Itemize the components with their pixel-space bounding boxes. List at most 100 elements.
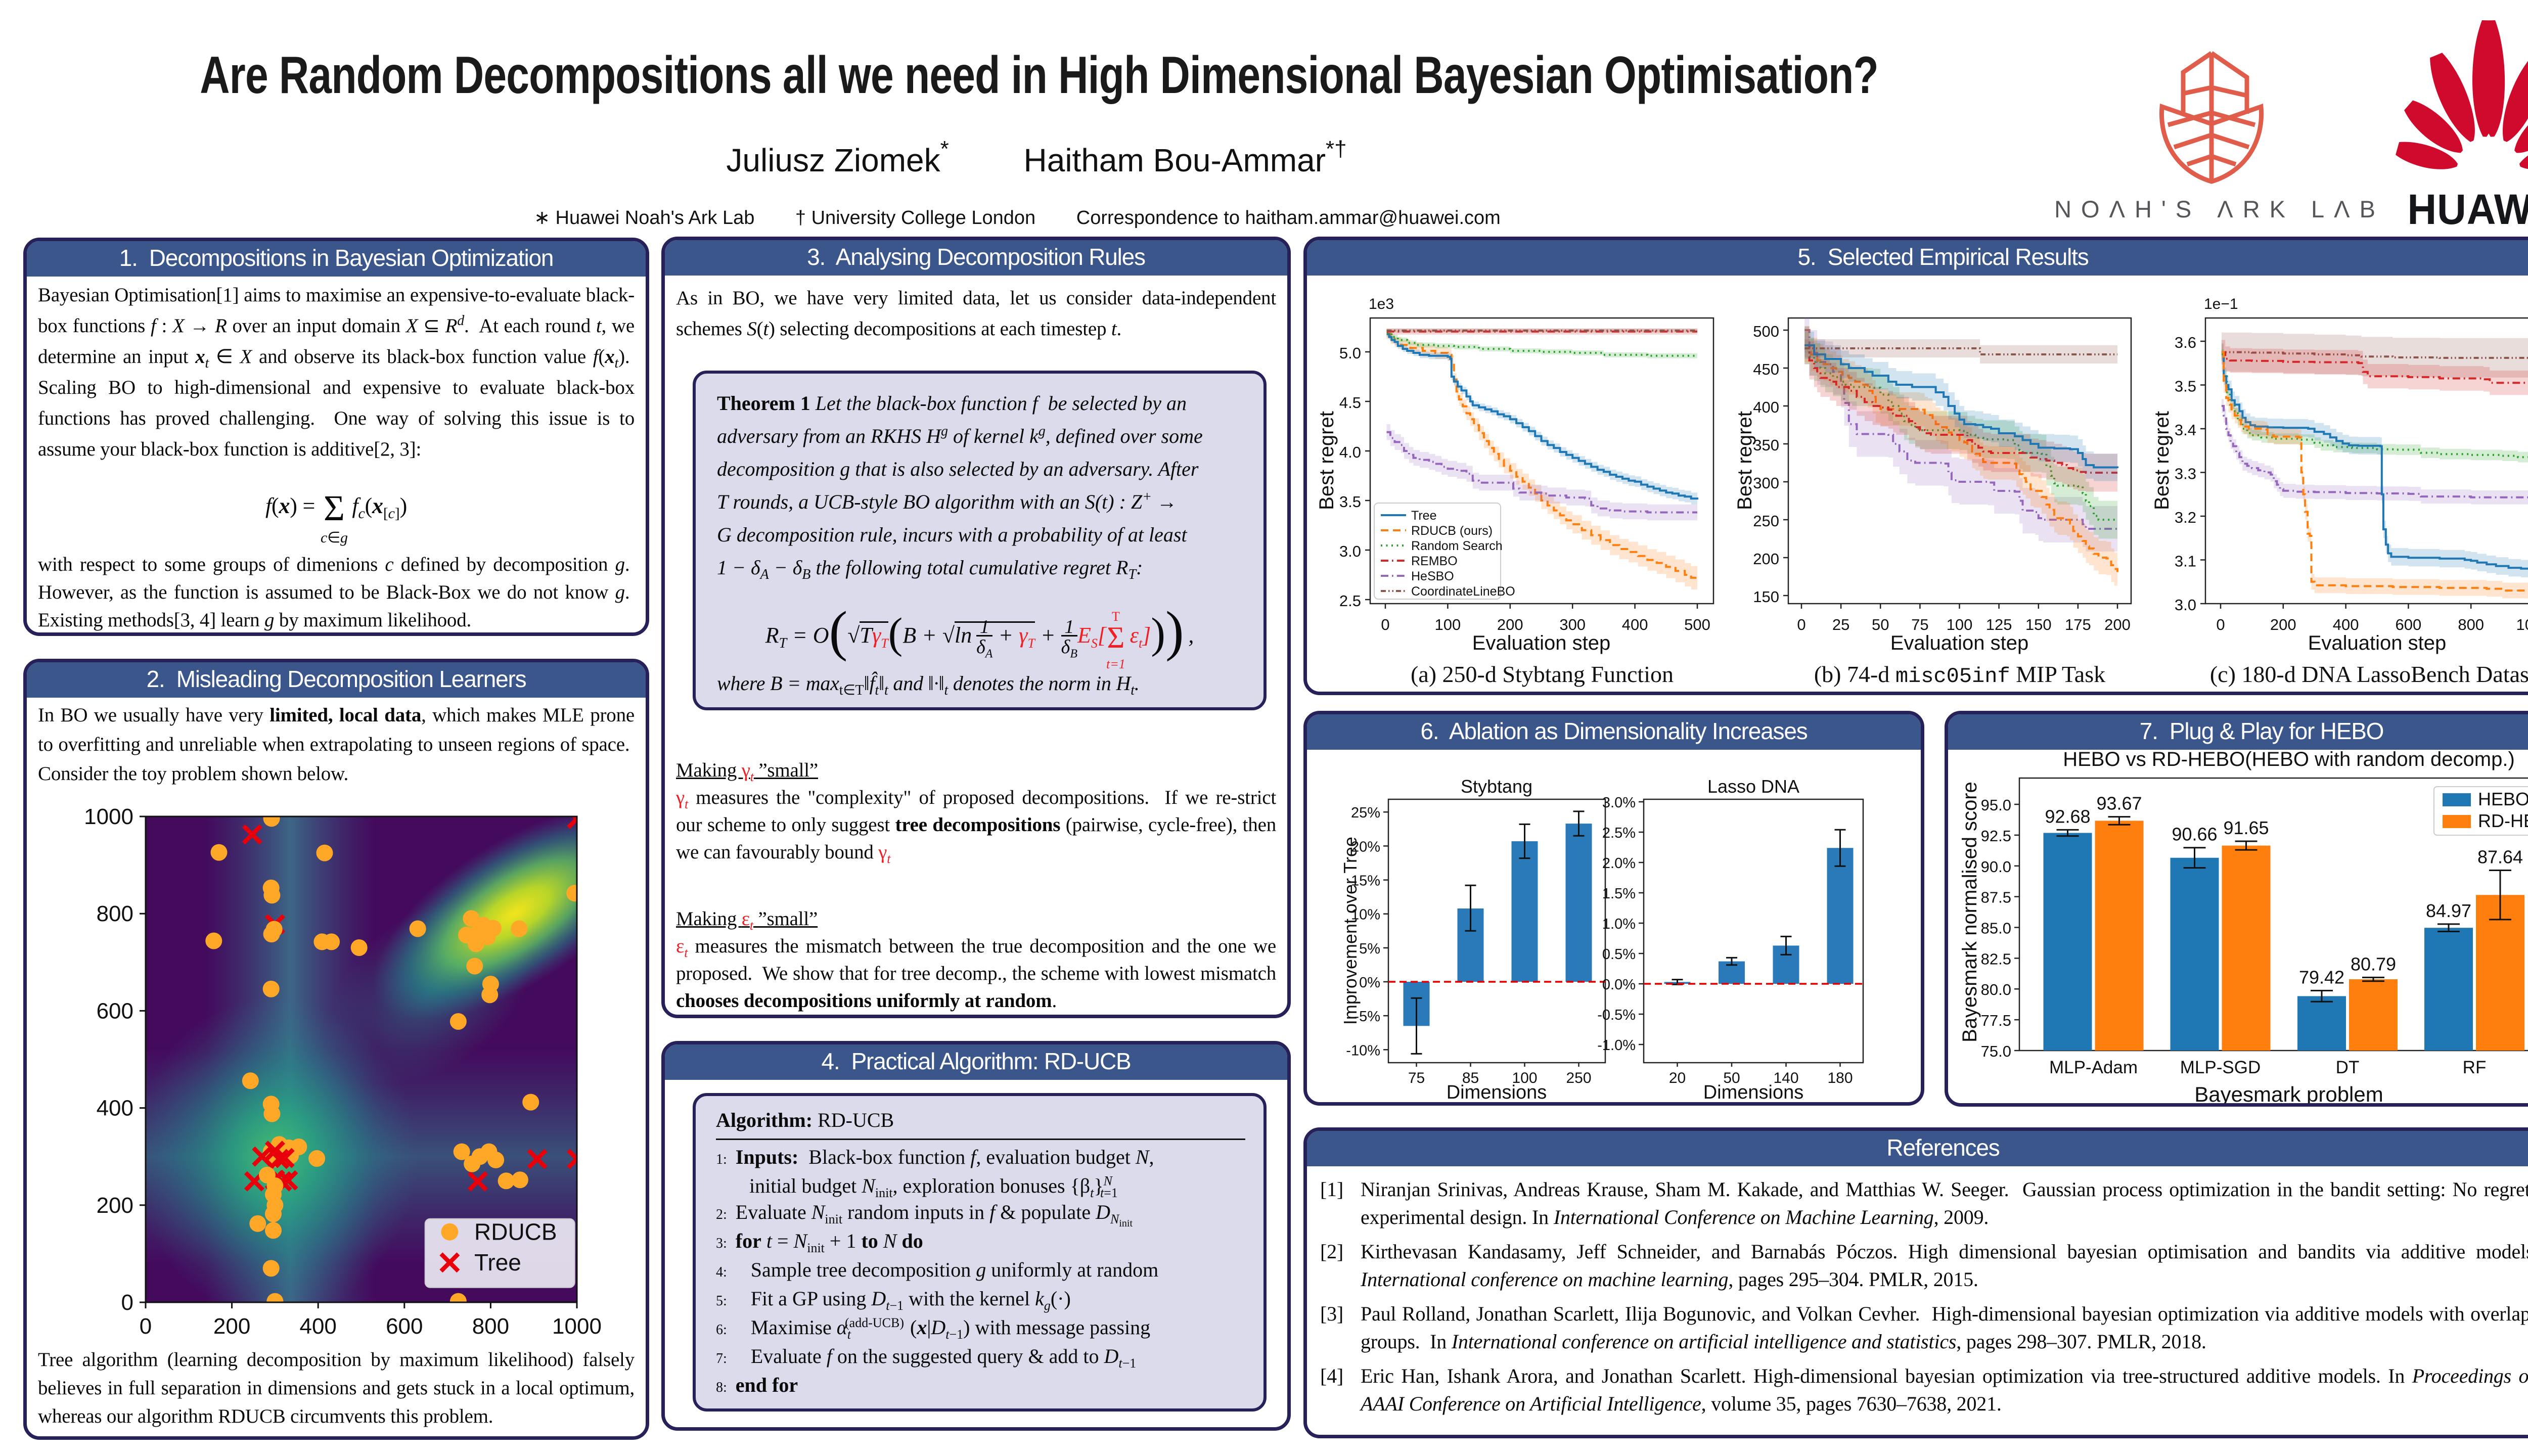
- svg-text:92.5: 92.5: [1981, 827, 2011, 845]
- svg-text:2.5%: 2.5%: [1602, 825, 1636, 841]
- svg-text:85: 85: [1462, 1070, 1479, 1086]
- svg-text:400: 400: [1622, 616, 1648, 633]
- svg-text:RF: RF: [2463, 1058, 2487, 1077]
- svg-text:200: 200: [2104, 616, 2131, 633]
- svg-text:20%: 20%: [1351, 839, 1380, 855]
- svg-text:80.0: 80.0: [1981, 981, 2011, 998]
- svg-text:20: 20: [1669, 1070, 1686, 1086]
- svg-text:Tree: Tree: [474, 1249, 521, 1276]
- svg-text:1000: 1000: [84, 804, 133, 829]
- svg-text:0: 0: [2216, 616, 2225, 633]
- svg-text:-10%: -10%: [1346, 1042, 1380, 1059]
- svg-text:180: 180: [1827, 1070, 1853, 1086]
- svg-text:Best regret: Best regret: [1316, 411, 1338, 510]
- svg-text:75.0: 75.0: [1981, 1042, 2011, 1060]
- svg-text:0: 0: [121, 1290, 133, 1315]
- svg-text:Improvement over Tree: Improvement over Tree: [1340, 837, 1361, 1025]
- svg-text:3.6: 3.6: [2175, 334, 2196, 351]
- svg-text:800: 800: [472, 1314, 509, 1339]
- svg-text:200: 200: [2270, 616, 2296, 633]
- svg-text:1.0%: 1.0%: [1602, 916, 1636, 932]
- svg-text:Dimensions: Dimensions: [1447, 1082, 1547, 1103]
- svg-text:RDUCB: RDUCB: [474, 1219, 557, 1245]
- svg-text:DT: DT: [2336, 1058, 2360, 1077]
- svg-text:82.5: 82.5: [1981, 950, 2011, 968]
- svg-text:91.65: 91.65: [2223, 817, 2269, 838]
- svg-text:150: 150: [2025, 616, 2052, 633]
- svg-text:90.0: 90.0: [1981, 858, 2011, 876]
- svg-text:1e−1: 1e−1: [2204, 296, 2238, 312]
- svg-text:100: 100: [1947, 616, 1973, 633]
- svg-text:15%: 15%: [1351, 873, 1380, 889]
- svg-text:3.0: 3.0: [1339, 542, 1361, 560]
- svg-text:87.5: 87.5: [1981, 889, 2011, 906]
- svg-text:350: 350: [1753, 436, 1779, 454]
- svg-text:Best regret: Best regret: [1734, 411, 1756, 510]
- svg-text:Tree: Tree: [1411, 509, 1436, 523]
- svg-text:0%: 0%: [1359, 975, 1380, 991]
- svg-text:3.4: 3.4: [2175, 421, 2196, 439]
- svg-text:250: 250: [1753, 512, 1779, 530]
- svg-text:450: 450: [1753, 360, 1779, 378]
- svg-text:500: 500: [1753, 323, 1779, 340]
- svg-text:79.42: 79.42: [2299, 967, 2344, 987]
- svg-text:600: 600: [386, 1314, 423, 1339]
- svg-text:Best regret: Best regret: [2151, 411, 2173, 510]
- svg-text:CoordinateLineBO: CoordinateLineBO: [1411, 584, 1515, 599]
- svg-text:600: 600: [2396, 616, 2422, 633]
- svg-text:25: 25: [1832, 616, 1849, 633]
- svg-text:0.5%: 0.5%: [1602, 946, 1636, 963]
- svg-text:3.3: 3.3: [2175, 465, 2196, 483]
- svg-text:140: 140: [1773, 1070, 1798, 1086]
- svg-text:10%: 10%: [1351, 907, 1380, 923]
- svg-text:Random Search: Random Search: [1411, 539, 1503, 553]
- svg-text:1000: 1000: [552, 1314, 602, 1339]
- svg-text:HEBO vs RD-HEBO(HEBO with rand: HEBO vs RD-HEBO(HEBO with random decomp.…: [2063, 748, 2515, 770]
- svg-text:3.1: 3.1: [2175, 553, 2196, 570]
- svg-text:4.5: 4.5: [1339, 394, 1361, 412]
- svg-text:3.0: 3.0: [2175, 596, 2196, 614]
- svg-text:MLP-Adam: MLP-Adam: [2049, 1058, 2138, 1077]
- svg-text:77.5: 77.5: [1981, 1012, 2011, 1029]
- svg-text:0.0%: 0.0%: [1602, 977, 1636, 993]
- svg-text:800: 800: [2458, 616, 2484, 633]
- svg-text:85.0: 85.0: [1981, 920, 2011, 937]
- svg-text:1e3: 1e3: [1369, 296, 1394, 312]
- svg-text:175: 175: [2065, 616, 2091, 633]
- svg-text:Evaluation step: Evaluation step: [1472, 632, 1611, 654]
- svg-text:200: 200: [213, 1314, 250, 1339]
- svg-text:-5%: -5%: [1354, 1009, 1380, 1025]
- svg-text:75: 75: [1408, 1070, 1425, 1086]
- svg-text:Bayesmark problem: Bayesmark problem: [2194, 1082, 2383, 1106]
- svg-text:2.0%: 2.0%: [1602, 855, 1636, 872]
- svg-text:0: 0: [140, 1314, 152, 1339]
- svg-text:200: 200: [1497, 616, 1523, 633]
- svg-text:5%: 5%: [1359, 941, 1380, 957]
- svg-text:300: 300: [1559, 616, 1586, 633]
- svg-text:RD-HEBO: RD-HEBO: [2478, 810, 2528, 831]
- svg-text:-0.5%: -0.5%: [1597, 1007, 1636, 1023]
- svg-text:90.66: 90.66: [2172, 824, 2217, 845]
- svg-text:50: 50: [1872, 616, 1889, 633]
- svg-text:3.5: 3.5: [1339, 493, 1361, 511]
- svg-text:84.97: 84.97: [2426, 900, 2471, 921]
- svg-text:150: 150: [1753, 588, 1779, 606]
- svg-text:125: 125: [1986, 616, 2012, 633]
- svg-text:500: 500: [1684, 616, 1710, 633]
- svg-text:800: 800: [97, 901, 133, 926]
- svg-text:0: 0: [1797, 616, 1805, 633]
- svg-text:1000: 1000: [2516, 616, 2528, 633]
- svg-text:Stybtang: Stybtang: [1461, 776, 1532, 797]
- svg-text:4.0: 4.0: [1339, 443, 1361, 461]
- svg-text:75: 75: [1911, 616, 1928, 633]
- svg-text:HEBO: HEBO: [2478, 789, 2528, 809]
- svg-text:Lasso DNA: Lasso DNA: [1707, 776, 1799, 797]
- svg-text:25%: 25%: [1351, 805, 1380, 821]
- svg-text:3.2: 3.2: [2175, 509, 2196, 526]
- svg-text:Evaluation step: Evaluation step: [2308, 632, 2447, 654]
- svg-text:50: 50: [1723, 1070, 1740, 1086]
- svg-text:250: 250: [1566, 1070, 1591, 1086]
- svg-text:REMBO: REMBO: [1411, 554, 1458, 568]
- svg-text:93.67: 93.67: [2096, 793, 2142, 814]
- svg-text:Bayesmark normalised score: Bayesmark normalised score: [1959, 782, 1981, 1042]
